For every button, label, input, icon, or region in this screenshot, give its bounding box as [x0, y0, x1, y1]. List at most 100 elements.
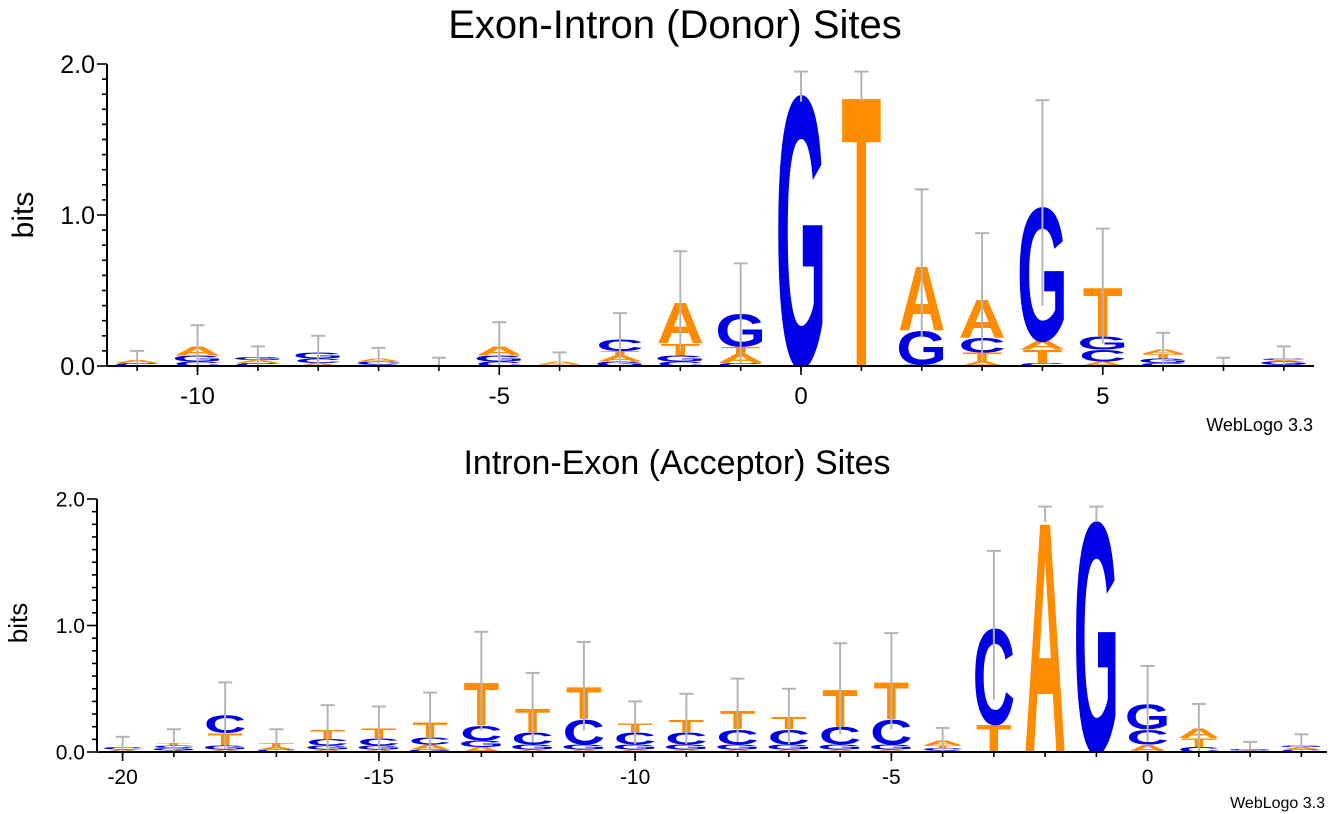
acceptor-glyph-g: G [561, 743, 606, 751]
acceptor-error-bar [525, 671, 540, 743]
donor-error-bar [1276, 345, 1291, 366]
acceptor-glyph-a: A [204, 749, 246, 753]
acceptor-glyph-g: G [664, 743, 709, 751]
acceptor-error-bar [1038, 505, 1053, 522]
acceptor-glyph-c: C [460, 722, 502, 746]
donor-error-bar [1095, 227, 1110, 344]
donor-x-tick-label: 5 [1096, 383, 1109, 410]
donor-y-axis-label: bits [7, 192, 40, 239]
acceptor-y-tick-label: 2.0 [56, 489, 85, 512]
donor-y-tick-label: 1.0 [60, 202, 95, 230]
donor-glyph-t: T [841, 15, 881, 449]
acceptor-glyph-a: A [460, 746, 502, 754]
donor-x-tick-label: -5 [489, 383, 510, 410]
acceptor-glyph-g: G [869, 743, 914, 751]
acceptor-error-bar [474, 630, 489, 731]
acceptor-glyph-a: A [614, 749, 656, 753]
donor-credit: WebLogo 3.3 [1206, 415, 1313, 435]
acceptor-error-bar [166, 728, 181, 752]
acceptor-x-tick-label: -15 [364, 766, 394, 789]
donor-glyph-a: A [1019, 338, 1066, 352]
acceptor-x-tick-label: -5 [882, 766, 901, 789]
acceptor-glyph-a: A [563, 749, 605, 753]
donor-error-bar [733, 262, 748, 363]
acceptor-error-bar [730, 677, 745, 742]
donor-error-bar [673, 250, 688, 351]
donor-glyph-c: C [1079, 347, 1126, 366]
acceptor-x-tick-label: 0 [1142, 766, 1154, 789]
acceptor-error-bar [1140, 664, 1155, 742]
acceptor-y-tick-label: 0.0 [56, 742, 85, 765]
donor-y-tick-label: 0.0 [60, 353, 95, 381]
donor-x-tick-label: -10 [180, 383, 215, 410]
donor-error-bar [794, 70, 809, 102]
acceptor-y-tick-label: 1.0 [56, 615, 85, 638]
acceptor-glyph-a: A [512, 749, 554, 753]
acceptor-glyph-a: A [1024, 454, 1066, 814]
donor-error-bar [431, 356, 446, 366]
donor-glyph-g: G [655, 354, 706, 363]
donor-error-bar [854, 70, 869, 102]
donor-error-bar [552, 351, 567, 366]
acceptor-error-bar [423, 691, 438, 751]
acceptor-glyph-a: A [717, 749, 759, 753]
acceptor-error-bar [1294, 733, 1309, 752]
acceptor-logo-panel: Intron-Exon (Acceptor) Sites bits ACAGCT… [3, 444, 1327, 814]
donor-glyph-c: C [657, 360, 704, 367]
acceptor-title: Intron-Exon (Acceptor) Sites [463, 444, 890, 482]
acceptor-error-bar [1243, 740, 1258, 752]
acceptor-credit: WebLogo 3.3 [1230, 795, 1325, 812]
acceptor-glyph-g: G [612, 743, 657, 751]
acceptor-x-tick-label: -10 [620, 766, 650, 789]
donor-error-bar [190, 324, 205, 366]
acceptor-error-bar [679, 692, 694, 745]
donor-y-tick-label: 2.0 [60, 51, 95, 79]
acceptor-glyph-g: G [459, 739, 504, 749]
acceptor-glyph-a: A [1127, 742, 1169, 754]
donor-logo-panel: Exon-Intron (Donor) Sites bits CACGACAGA… [7, 3, 1314, 449]
acceptor-glyph-a: A [665, 749, 707, 753]
acceptor-error-bar [781, 687, 796, 745]
donor-x-tick-label: 0 [794, 383, 807, 410]
donor-title: Exon-Intron (Donor) Sites [448, 3, 902, 47]
donor-error-bar [311, 334, 326, 366]
donor-error-bar [492, 321, 507, 366]
acceptor-glyph-a: A [870, 749, 912, 753]
donor-error-bar [371, 346, 386, 366]
donor-error-bar [612, 312, 627, 365]
acceptor-error-bar [628, 700, 643, 745]
donor-glyph-a: A [958, 360, 1005, 367]
acceptor-x-tick-label: -20 [107, 766, 137, 789]
donor-glyph-g: G [776, 15, 827, 449]
donor-glyph-a: A [1079, 360, 1126, 367]
acceptor-error-bar [833, 642, 848, 735]
acceptor-error-bar [371, 705, 386, 750]
donor-glyph-t: T [1022, 346, 1062, 367]
acceptor-glyph-a: A [768, 749, 810, 753]
donor-error-bar [250, 345, 265, 366]
donor-error-bar [1035, 99, 1050, 306]
acceptor-glyph-t: T [976, 718, 1012, 761]
donor-error-bar [130, 349, 145, 366]
acceptor-glyph-g: G [510, 743, 555, 751]
donor-glyph-c: C [717, 362, 764, 367]
donor-error-bar [914, 188, 929, 338]
acceptor-error-bar [1089, 505, 1104, 522]
acceptor-error-bar [986, 549, 1001, 701]
acceptor-glyph-a: A [819, 749, 861, 753]
donor-error-bar [975, 232, 990, 363]
donor-error-bar [1216, 356, 1231, 366]
donor-glyph-c: C [1019, 362, 1066, 367]
acceptor-error-bar [115, 735, 130, 752]
acceptor-glyph-a: A [358, 749, 400, 753]
acceptor-error-bar [269, 728, 284, 752]
acceptor-error-bar [576, 640, 591, 731]
acceptor-glyph-g: G [1074, 454, 1119, 814]
acceptor-error-bar [884, 632, 899, 730]
acceptor-error-bar [935, 726, 950, 752]
acceptor-y-axis-label: bits [3, 603, 33, 643]
acceptor-glyph-g: G [766, 743, 811, 751]
acceptor-error-bar [1191, 702, 1206, 752]
acceptor-error-bar [218, 681, 233, 749]
